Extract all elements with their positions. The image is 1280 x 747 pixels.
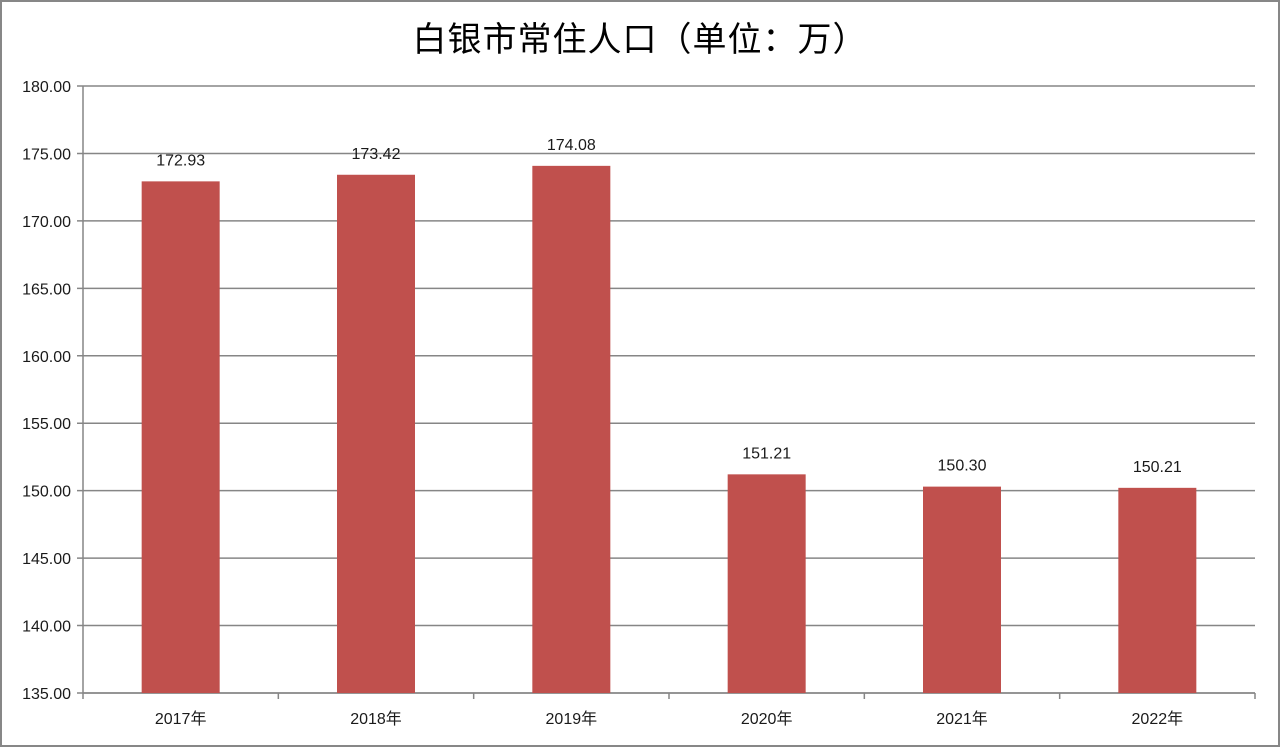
chart-title: 白银市常住人口（单位：万） <box>412 20 868 60</box>
y-tick-label: 155.00 <box>22 416 71 433</box>
data-label: 150.30 <box>938 458 987 475</box>
x-tick-label: 2017年 <box>155 710 207 728</box>
bar <box>141 181 220 693</box>
x-tick-label: 2021年 <box>936 710 988 728</box>
y-tick-label: 175.00 <box>22 146 71 163</box>
data-label: 150.21 <box>1133 459 1182 476</box>
bar <box>532 165 611 693</box>
y-tick-label: 145.00 <box>22 551 71 568</box>
bar <box>727 474 806 693</box>
y-tick-label: 170.00 <box>22 214 71 231</box>
x-tick-label: 2020年 <box>741 710 793 728</box>
y-tick-label: 180.00 <box>22 79 71 96</box>
y-tick-label: 165.00 <box>22 281 71 298</box>
y-tick-label: 150.00 <box>22 484 71 501</box>
y-tick-label: 160.00 <box>22 349 71 366</box>
bar <box>1118 487 1197 693</box>
x-tick-label: 2022年 <box>1132 710 1184 728</box>
x-tick-label: 2018年 <box>350 710 402 728</box>
data-label: 151.21 <box>742 445 791 462</box>
data-label: 172.93 <box>156 152 205 169</box>
data-label: 173.42 <box>352 146 401 163</box>
bar <box>923 486 1001 693</box>
bar <box>337 174 415 693</box>
x-tick-label: 2019年 <box>546 710 598 728</box>
y-tick-label: 135.00 <box>22 686 71 703</box>
y-tick-label: 140.00 <box>22 619 71 636</box>
data-label: 174.08 <box>547 137 596 154</box>
